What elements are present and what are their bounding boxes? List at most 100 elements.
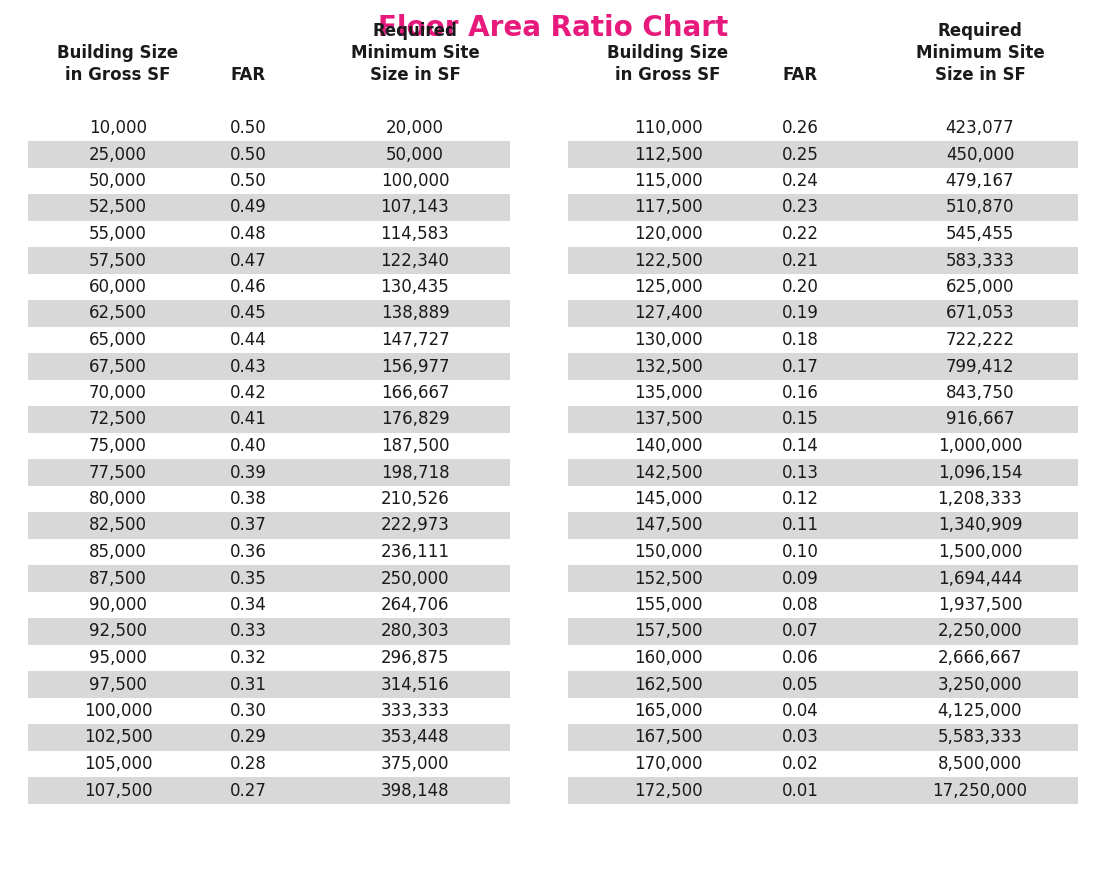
Text: FAR: FAR [230, 66, 265, 84]
Text: 162,500: 162,500 [634, 675, 702, 694]
Text: 100,000: 100,000 [380, 172, 449, 190]
Text: 0.31: 0.31 [230, 675, 267, 694]
Text: 0.14: 0.14 [782, 437, 818, 455]
Text: 135,000: 135,000 [634, 384, 702, 402]
Text: 450,000: 450,000 [946, 145, 1014, 164]
Text: 314,516: 314,516 [380, 675, 449, 694]
Bar [568, 459, 1078, 486]
Text: 82,500: 82,500 [88, 517, 147, 534]
Text: 115,000: 115,000 [634, 172, 702, 190]
Bar [28, 353, 510, 380]
Text: 145,000: 145,000 [634, 490, 702, 508]
Text: 50,000: 50,000 [386, 145, 444, 164]
Bar [28, 512, 510, 539]
Text: 398,148: 398,148 [380, 781, 449, 800]
Text: 112,500: 112,500 [634, 145, 702, 164]
Text: 130,435: 130,435 [380, 278, 449, 296]
Text: 107,143: 107,143 [380, 199, 449, 216]
Text: 0.33: 0.33 [230, 623, 267, 640]
Text: 117,500: 117,500 [634, 199, 702, 216]
Text: 1,208,333: 1,208,333 [938, 490, 1022, 508]
Text: 172,500: 172,500 [634, 781, 702, 800]
Text: 0.15: 0.15 [782, 411, 818, 428]
Text: 75,000: 75,000 [90, 437, 147, 455]
Text: 0.19: 0.19 [782, 305, 818, 322]
Text: 0.38: 0.38 [230, 490, 267, 508]
Bar [28, 194, 510, 221]
Text: 140,000: 140,000 [634, 437, 702, 455]
Text: 296,875: 296,875 [380, 649, 449, 667]
Text: 0.28: 0.28 [230, 755, 267, 773]
Text: 0.48: 0.48 [230, 225, 267, 243]
Text: 1,694,444: 1,694,444 [938, 569, 1022, 588]
Text: 52,500: 52,500 [88, 199, 147, 216]
Text: 10,000: 10,000 [88, 119, 147, 137]
Text: 0.18: 0.18 [782, 331, 818, 349]
Bar [28, 406, 510, 433]
Text: Required
Minimum Site
Size in SF: Required Minimum Site Size in SF [916, 22, 1044, 84]
Text: 0.39: 0.39 [230, 463, 267, 482]
Text: 2,666,667: 2,666,667 [938, 649, 1022, 667]
Text: 0.22: 0.22 [782, 225, 818, 243]
Text: 0.03: 0.03 [782, 729, 818, 746]
Bar [28, 247, 510, 273]
Text: 250,000: 250,000 [380, 569, 449, 588]
Text: 0.42: 0.42 [230, 384, 267, 402]
Text: 0.30: 0.30 [230, 702, 267, 720]
Bar [568, 141, 1078, 167]
Text: 0.07: 0.07 [782, 623, 818, 640]
Text: 0.21: 0.21 [782, 251, 818, 270]
Bar [28, 459, 510, 486]
Text: 423,077: 423,077 [946, 119, 1014, 137]
Text: 0.09: 0.09 [782, 569, 818, 588]
Text: 843,750: 843,750 [946, 384, 1014, 402]
Text: 510,870: 510,870 [946, 199, 1014, 216]
Text: 0.01: 0.01 [782, 781, 818, 800]
Text: 0.34: 0.34 [230, 596, 267, 614]
Text: 0.47: 0.47 [230, 251, 267, 270]
Text: 125,000: 125,000 [634, 278, 702, 296]
Text: 0.17: 0.17 [782, 357, 818, 376]
Text: 916,667: 916,667 [946, 411, 1014, 428]
Text: 1,096,154: 1,096,154 [938, 463, 1022, 482]
Text: 222,973: 222,973 [380, 517, 449, 534]
Text: 264,706: 264,706 [380, 596, 449, 614]
Text: 0.45: 0.45 [230, 305, 267, 322]
Text: 8,500,000: 8,500,000 [938, 755, 1022, 773]
Text: 0.08: 0.08 [782, 596, 818, 614]
Bar [28, 777, 510, 804]
Text: 155,000: 155,000 [634, 596, 702, 614]
Bar [28, 724, 510, 751]
Bar [28, 618, 510, 645]
Text: 70,000: 70,000 [90, 384, 147, 402]
Text: 5,583,333: 5,583,333 [938, 729, 1022, 746]
Text: 0.04: 0.04 [782, 702, 818, 720]
Bar [568, 777, 1078, 804]
Text: Building Size
in Gross SF: Building Size in Gross SF [607, 44, 729, 84]
Text: 0.06: 0.06 [782, 649, 818, 667]
Text: 333,333: 333,333 [380, 702, 449, 720]
Text: 0.29: 0.29 [230, 729, 267, 746]
Bar [28, 671, 510, 698]
Text: Floor Area Ratio Chart: Floor Area Ratio Chart [378, 14, 728, 42]
Text: 85,000: 85,000 [90, 543, 147, 561]
Text: 1,000,000: 1,000,000 [938, 437, 1022, 455]
Bar [568, 247, 1078, 273]
Bar [28, 300, 510, 327]
Text: 130,000: 130,000 [634, 331, 702, 349]
Text: 0.24: 0.24 [782, 172, 818, 190]
Text: 0.10: 0.10 [782, 543, 818, 561]
Text: 67,500: 67,500 [90, 357, 147, 376]
Bar [568, 406, 1078, 433]
Text: 167,500: 167,500 [634, 729, 702, 746]
Text: 157,500: 157,500 [634, 623, 702, 640]
Text: 147,727: 147,727 [380, 331, 449, 349]
Text: 25,000: 25,000 [88, 145, 147, 164]
Bar [568, 194, 1078, 221]
Text: 122,340: 122,340 [380, 251, 449, 270]
Text: 166,667: 166,667 [380, 384, 449, 402]
Text: 152,500: 152,500 [634, 569, 702, 588]
Text: 165,000: 165,000 [634, 702, 702, 720]
Text: 0.50: 0.50 [230, 119, 267, 137]
Text: 722,222: 722,222 [946, 331, 1014, 349]
